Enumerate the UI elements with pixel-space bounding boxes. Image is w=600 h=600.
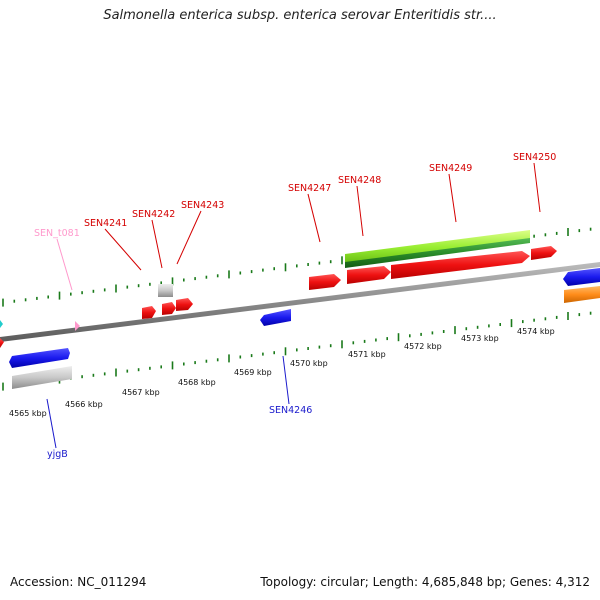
label-sen4250[interactable]: SEN4250 bbox=[513, 152, 556, 163]
forward-genes bbox=[0, 230, 557, 331]
gene-green-bar[interactable] bbox=[345, 230, 530, 264]
gene-sen4249[interactable] bbox=[391, 251, 530, 279]
label-sen4241[interactable]: SEN4241 bbox=[84, 218, 127, 229]
leader-sen4248 bbox=[356, 185, 364, 237]
gene-blue-right[interactable] bbox=[563, 268, 600, 286]
label-sen4248[interactable]: SEN4248 bbox=[338, 175, 381, 186]
label-yjgb[interactable]: yjgB bbox=[47, 449, 68, 460]
gene-labels: SEN_t081 SEN4241 SEN4242 SEN4243 SEN4247… bbox=[34, 152, 556, 460]
gene-sen4246[interactable] bbox=[260, 309, 291, 326]
gene-sen4250[interactable] bbox=[531, 246, 557, 260]
leader-sen4242 bbox=[151, 219, 163, 269]
leader-sen-t081 bbox=[56, 238, 73, 291]
gene-red-fragment-left[interactable] bbox=[0, 338, 4, 348]
accession-text: Accession: NC_011294 bbox=[10, 575, 147, 589]
genome-backbone bbox=[0, 262, 600, 342]
scale-label-4570: 4570 kbp bbox=[290, 359, 328, 368]
gene-yjgb-blue[interactable] bbox=[9, 348, 70, 368]
scale-label-4574: 4574 kbp bbox=[517, 327, 555, 336]
leader-sen4249 bbox=[448, 173, 457, 223]
gene-sen4241[interactable] bbox=[142, 306, 156, 319]
reverse-genes bbox=[0, 268, 600, 389]
leader-sen4241 bbox=[104, 228, 142, 271]
topology-text: Topology: circular; Length: 4,685,848 bp… bbox=[260, 575, 590, 589]
gene-cyan-fragment[interactable] bbox=[0, 320, 3, 328]
label-sen4243[interactable]: SEN4243 bbox=[181, 200, 224, 211]
gene-yjgb-gray[interactable] bbox=[12, 366, 72, 389]
gene-orange-right[interactable] bbox=[564, 286, 600, 303]
label-sen4249[interactable]: SEN4249 bbox=[429, 163, 472, 174]
scale-label-4568: 4568 kbp bbox=[178, 378, 216, 387]
gene-sen4242[interactable] bbox=[162, 302, 176, 315]
gene-sen4247[interactable] bbox=[309, 274, 341, 290]
scale-label-4566: 4566 kbp bbox=[65, 400, 103, 409]
scale-label-4565: 4565 kbp bbox=[9, 409, 47, 418]
leader-sen4246 bbox=[282, 355, 290, 405]
scale-label-4572: 4572 kbp bbox=[404, 342, 442, 351]
gene-sen4242-gray[interactable] bbox=[158, 284, 173, 297]
label-sen4242[interactable]: SEN4242 bbox=[132, 209, 175, 220]
leader-sen4247 bbox=[307, 193, 321, 243]
scale-label-4571: 4571 kbp bbox=[348, 350, 386, 359]
label-sen4246[interactable]: SEN4246 bbox=[269, 405, 312, 416]
gene-sen4248[interactable] bbox=[347, 266, 391, 284]
label-leaders bbox=[46, 162, 541, 449]
scale-label-4567: 4567 kbp bbox=[122, 388, 160, 397]
gene-sen4243[interactable] bbox=[176, 298, 193, 311]
gene-darkgreen-bar[interactable] bbox=[345, 238, 530, 268]
leader-sen4250 bbox=[533, 162, 541, 213]
scale-labels: 4565 kbp 4566 kbp 4567 kbp 4568 kbp 4569… bbox=[9, 327, 555, 418]
lower-tick-track bbox=[2, 311, 592, 391]
scale-label-4573: 4573 kbp bbox=[461, 334, 499, 343]
genome-title: Salmonella enterica subsp. enterica sero… bbox=[103, 8, 497, 23]
leader-sen4243 bbox=[176, 210, 202, 265]
gene-trna-sen-t081[interactable] bbox=[75, 321, 80, 331]
leader-yjgb bbox=[46, 398, 57, 449]
label-sen4247[interactable]: SEN4247 bbox=[288, 183, 331, 194]
label-sen-t081[interactable]: SEN_t081 bbox=[34, 228, 80, 239]
scale-label-4569: 4569 kbp bbox=[234, 368, 272, 377]
